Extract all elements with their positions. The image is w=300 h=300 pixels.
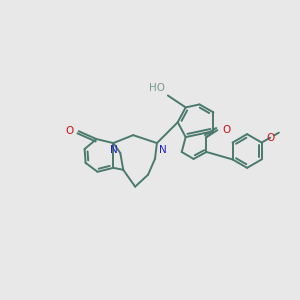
Text: HO: HO [149,82,165,92]
Text: N: N [110,145,118,155]
Text: N: N [159,145,167,155]
Text: O: O [266,133,275,142]
Text: O: O [65,126,74,136]
Text: O: O [222,125,231,135]
